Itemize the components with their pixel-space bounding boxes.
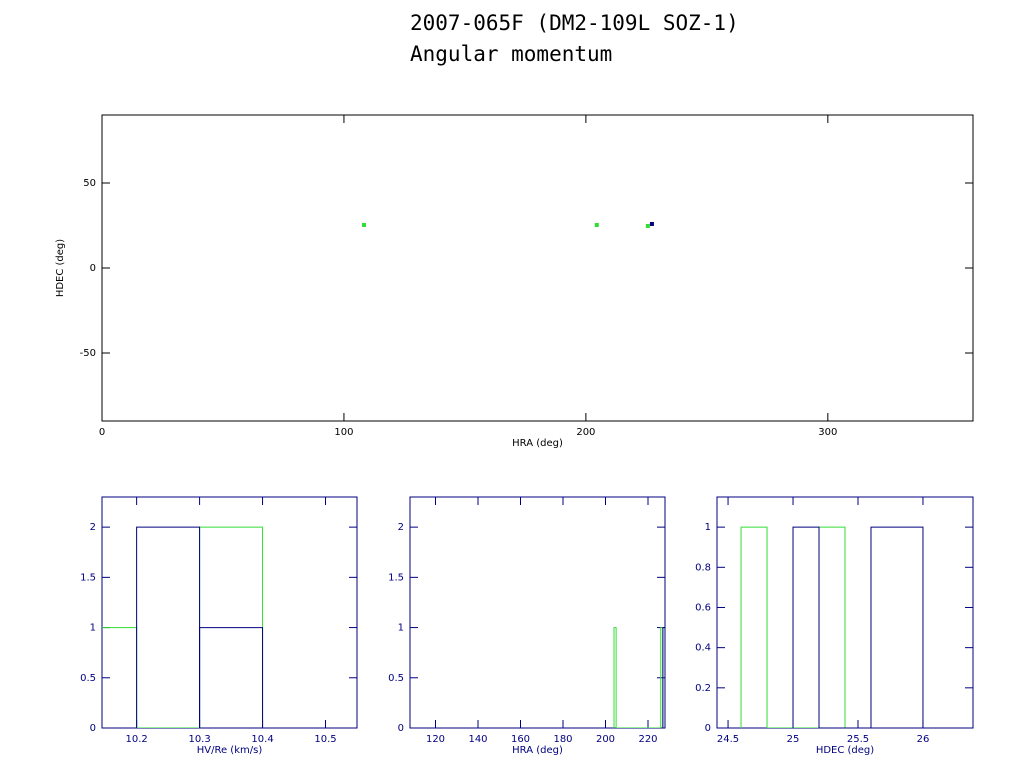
x-tick-label: 140 xyxy=(468,734,487,745)
bar xyxy=(613,627,617,728)
y-tick-label: 1 xyxy=(705,522,711,533)
y-tick-label: 1 xyxy=(398,623,404,634)
x-tick-label: 100 xyxy=(334,427,353,438)
x-tick-label: 200 xyxy=(576,427,595,438)
chart: 24.5 25 25.5 26 0 0.2 0.4 0.6 0.8 1 HDEC (deg) xyxy=(695,496,974,756)
y-tick-label: 0 xyxy=(398,723,404,734)
x-tick-label: 26 xyxy=(917,734,930,745)
point xyxy=(645,224,650,229)
bar xyxy=(792,526,820,728)
x-tick-label: 10.3 xyxy=(188,734,210,745)
subtitle: Angular momentum xyxy=(410,42,612,66)
y-tick-label: 0.5 xyxy=(80,673,96,684)
x-tick-label: 120 xyxy=(426,734,445,745)
bar xyxy=(818,526,846,728)
y-tick-label: 0 xyxy=(90,723,96,734)
point xyxy=(594,222,599,227)
y-axis-label: HDEC (deg) xyxy=(55,239,66,297)
plot-area xyxy=(362,221,654,229)
y-tick-label: 1 xyxy=(90,623,96,634)
x-tick-label: 160 xyxy=(511,734,530,745)
plot-area xyxy=(613,627,665,728)
y-tick-label: 1.5 xyxy=(388,572,404,583)
x-tick-label: 24.5 xyxy=(717,734,739,745)
y-tick-label: 50 xyxy=(83,178,96,189)
y-tick-label: 0.8 xyxy=(695,562,711,573)
y-tick-label: 0.6 xyxy=(695,602,711,613)
bar xyxy=(870,526,924,728)
plot-area xyxy=(740,526,924,728)
x-axis-label: HRA (deg) xyxy=(512,745,563,756)
y-tick-label: 0.2 xyxy=(695,683,711,694)
x-tick-label: 10.2 xyxy=(125,734,147,745)
bar xyxy=(662,627,665,728)
x-tick-label: 200 xyxy=(596,734,615,745)
y-tick-label: 0 xyxy=(705,723,711,734)
plot-frame xyxy=(101,114,974,422)
y-tick-label: 2 xyxy=(398,522,404,533)
title: 2007-065F (DM2-109L SOZ-1) xyxy=(410,11,739,35)
chart: 120 140 160 180 200 220 0 0.5 1 1.5 2 HRA (deg) xyxy=(388,496,666,756)
y-tick-label: 2 xyxy=(90,522,96,533)
x-axis-label: HDEC (deg) xyxy=(816,745,874,756)
bar xyxy=(136,526,201,728)
x-tick-label: 180 xyxy=(553,734,572,745)
point xyxy=(362,222,367,227)
y-tick-label: 1.5 xyxy=(80,572,96,583)
x-tick-label: 0 xyxy=(99,427,105,438)
chart: 10.2 10.3 10.4 10.5 0 0.5 1 1.5 2 HV/Re (km/s) xyxy=(80,496,358,756)
x-tick-label: 300 xyxy=(818,427,837,438)
point xyxy=(649,221,654,226)
y-tick-label: 0.4 xyxy=(695,643,711,654)
plot-frame xyxy=(101,496,358,729)
chart: 0 100 200 300 -50 0 50 HRA (deg) HDEC (deg) xyxy=(55,114,974,449)
x-tick-label: 220 xyxy=(638,734,657,745)
plot-area xyxy=(102,526,264,728)
x-tick-label: 25.5 xyxy=(847,734,869,745)
y-tick-label: -50 xyxy=(80,348,96,359)
plot-frame xyxy=(409,496,666,729)
y-tick-label: 0 xyxy=(90,263,96,274)
x-axis-label: HRA (deg) xyxy=(512,438,563,449)
bar xyxy=(199,627,264,728)
x-tick-label: 25 xyxy=(787,734,800,745)
y-tick-label: 0.5 xyxy=(388,673,404,684)
x-tick-label: 10.4 xyxy=(251,734,273,745)
x-axis-label: HV/Re (km/s) xyxy=(197,745,263,756)
x-tick-label: 10.5 xyxy=(314,734,336,745)
bar xyxy=(740,526,768,728)
